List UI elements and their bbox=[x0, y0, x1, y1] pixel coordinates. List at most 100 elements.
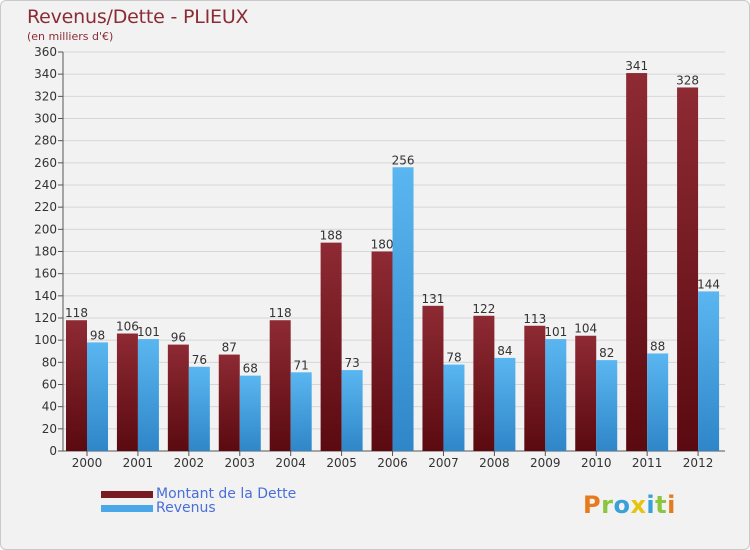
y-tick-label: 140 bbox=[34, 289, 57, 303]
chart-title: Revenus/Dette - PLIEUX bbox=[27, 6, 249, 28]
y-tick-label: 180 bbox=[34, 245, 57, 259]
data-label-debt: 87 bbox=[222, 341, 237, 355]
legend-item-debt: Montant de la Dette bbox=[101, 486, 297, 502]
y-tick-label: 220 bbox=[34, 200, 57, 214]
x-tick-label: 2001 bbox=[123, 456, 154, 470]
data-label-debt: 188 bbox=[320, 229, 343, 243]
bar-revenue bbox=[392, 167, 414, 451]
proxiti-logo: Proxiti bbox=[583, 491, 676, 519]
data-label-revenue: 82 bbox=[599, 346, 614, 360]
data-label-revenue: 76 bbox=[192, 353, 207, 367]
y-tick-label: 200 bbox=[34, 222, 57, 236]
y-tick-label: 100 bbox=[34, 333, 57, 347]
x-tick-label: 2004 bbox=[275, 456, 306, 470]
logo-letter: o bbox=[613, 491, 631, 519]
x-tick-label: 2008 bbox=[479, 456, 510, 470]
y-tick-label: 300 bbox=[34, 112, 57, 126]
data-label-debt: 118 bbox=[65, 306, 88, 320]
bar-revenue bbox=[341, 370, 363, 451]
y-tick-label: 0 bbox=[49, 444, 57, 458]
data-label-debt: 122 bbox=[472, 302, 495, 316]
y-tick-label: 80 bbox=[42, 355, 57, 369]
x-tick-label: 2009 bbox=[530, 456, 561, 470]
legend-item-revenue: Revenus bbox=[101, 500, 296, 516]
bar-debt bbox=[524, 325, 546, 451]
data-label-revenue: 144 bbox=[697, 277, 720, 291]
y-tick-label: 280 bbox=[34, 134, 57, 148]
y-tick-label: 160 bbox=[34, 267, 57, 281]
y-tick-label: 60 bbox=[42, 378, 57, 392]
data-label-debt: 341 bbox=[625, 59, 648, 73]
y-tick-label: 320 bbox=[34, 89, 57, 103]
logo-letter: i bbox=[667, 491, 676, 519]
logo-letter: r bbox=[601, 491, 614, 519]
logo-letter: t bbox=[655, 491, 668, 519]
bar-debt bbox=[116, 333, 138, 451]
x-tick-label: 2007 bbox=[428, 456, 459, 470]
bar-debt bbox=[677, 87, 699, 451]
legend-swatch-debt bbox=[101, 490, 153, 498]
bar-debt bbox=[371, 251, 393, 451]
data-label-revenue: 68 bbox=[243, 362, 258, 376]
bar-revenue bbox=[239, 375, 261, 451]
bar-debt bbox=[320, 242, 342, 451]
data-label-revenue: 101 bbox=[137, 325, 160, 339]
data-label-debt: 180 bbox=[371, 238, 394, 252]
data-label-revenue: 73 bbox=[344, 356, 359, 370]
logo-letter: i bbox=[646, 491, 656, 519]
bar-revenue bbox=[188, 366, 210, 451]
data-label-debt: 118 bbox=[269, 306, 292, 320]
chart-legend: Montant de la Dette Revenus bbox=[101, 486, 297, 516]
data-label-revenue: 71 bbox=[294, 358, 309, 372]
bar-debt bbox=[66, 320, 87, 451]
y-tick-label: 120 bbox=[34, 311, 57, 325]
x-tick-label: 2011 bbox=[632, 456, 663, 470]
data-label-revenue: 98 bbox=[90, 328, 105, 342]
x-tick-label: 2005 bbox=[326, 456, 357, 470]
bar-revenue bbox=[290, 372, 312, 451]
y-tick-label: 260 bbox=[34, 156, 57, 170]
bar-revenue bbox=[596, 360, 618, 451]
y-tick-label: 20 bbox=[42, 422, 57, 436]
data-label-debt: 106 bbox=[116, 320, 139, 334]
bar-debt bbox=[269, 320, 291, 451]
data-label-debt: 96 bbox=[171, 331, 186, 345]
bar-debt bbox=[422, 305, 444, 451]
data-label-revenue: 84 bbox=[497, 344, 512, 358]
bar-revenue bbox=[87, 342, 108, 451]
data-label-revenue: 88 bbox=[650, 339, 665, 353]
bar-revenue bbox=[137, 339, 159, 451]
data-label-revenue: 101 bbox=[544, 325, 567, 339]
y-tick-label: 240 bbox=[34, 178, 57, 192]
y-tick-label: 40 bbox=[42, 400, 57, 414]
data-label-revenue: 78 bbox=[446, 351, 461, 365]
legend-swatch-revenue bbox=[101, 504, 153, 512]
bar-debt bbox=[575, 335, 597, 451]
x-tick-label: 2003 bbox=[224, 456, 255, 470]
x-tick-label: 2012 bbox=[683, 456, 714, 470]
bar-revenue bbox=[443, 364, 465, 451]
y-tick-label: 360 bbox=[34, 45, 57, 59]
bar-debt bbox=[626, 73, 648, 451]
bar-debt bbox=[167, 344, 189, 451]
bar-revenue bbox=[647, 353, 669, 451]
data-label-debt: 328 bbox=[676, 73, 699, 87]
logo-letter: x bbox=[630, 491, 647, 519]
data-label-debt: 113 bbox=[523, 312, 546, 326]
bar-revenue bbox=[494, 357, 516, 451]
x-tick-label: 2010 bbox=[581, 456, 612, 470]
data-label-debt: 104 bbox=[574, 322, 597, 336]
y-tick-label: 340 bbox=[34, 67, 57, 81]
legend-label-revenue: Revenus bbox=[156, 500, 216, 516]
legend-label-debt: Montant de la Dette bbox=[156, 486, 297, 502]
bar-debt bbox=[473, 315, 495, 451]
chart-subtitle: (en milliers d'€) bbox=[27, 30, 114, 43]
bar-revenue bbox=[698, 291, 720, 451]
x-tick-label: 2006 bbox=[377, 456, 408, 470]
bar-debt bbox=[218, 354, 240, 451]
logo-letter: P bbox=[583, 491, 602, 519]
data-label-debt: 131 bbox=[422, 292, 445, 306]
data-label-revenue: 256 bbox=[392, 153, 415, 167]
